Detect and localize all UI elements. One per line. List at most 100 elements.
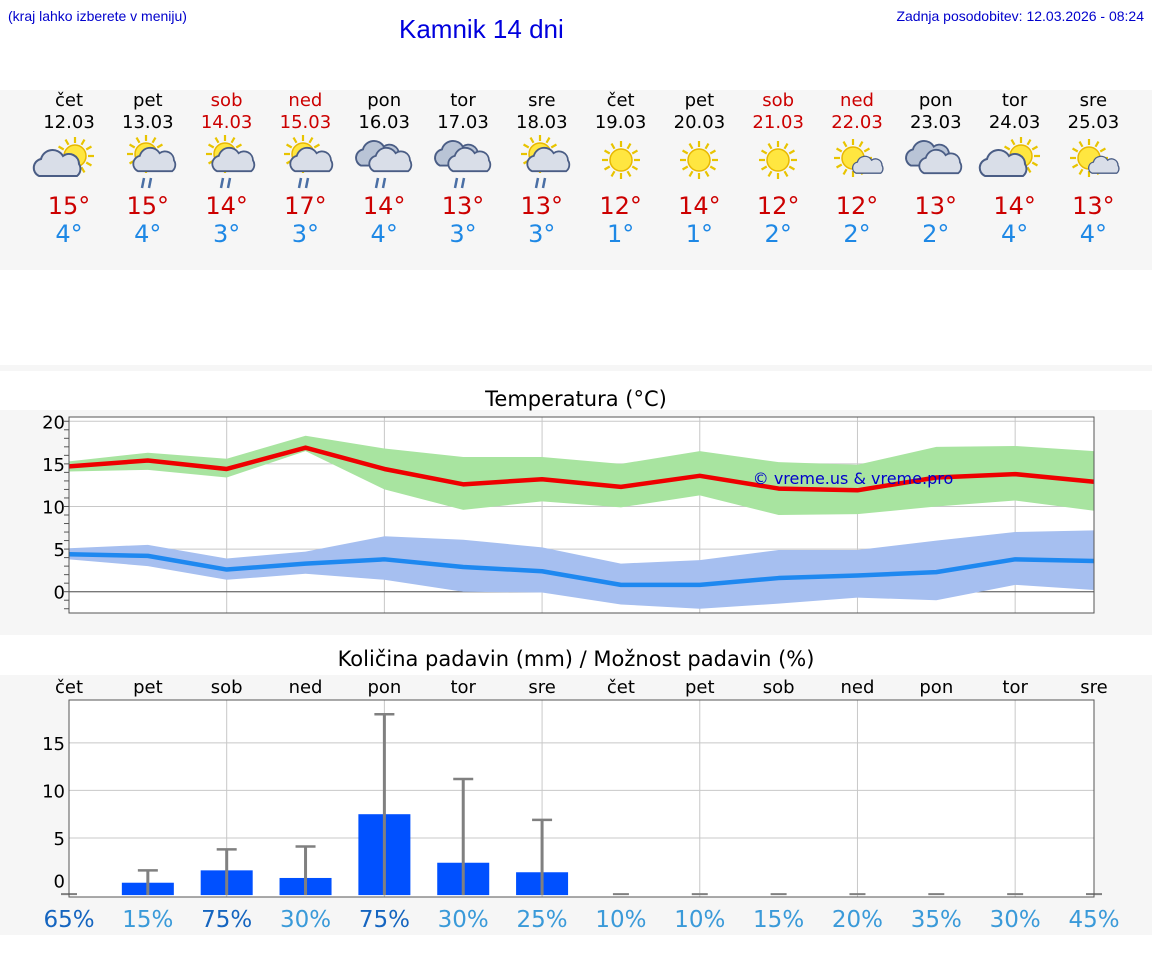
day-date: 12.03 (43, 112, 95, 133)
precipitation-chance-label: 15% (753, 907, 804, 933)
min-temperature: 3° (449, 220, 477, 248)
forecast-day: tor 24.03 14° 4° (975, 90, 1055, 248)
sun-cloud-icon (975, 134, 1055, 192)
max-temperature: 13° (520, 192, 564, 220)
y-tick-label: 0 (54, 583, 65, 604)
day-date: 18.03 (516, 112, 568, 133)
day-date: 15.03 (279, 112, 332, 133)
day-name: tor (1001, 90, 1028, 111)
day-date: 13.03 (122, 112, 174, 133)
day-name: ned (840, 90, 874, 111)
x-category-label: pet (133, 677, 163, 698)
y-tick-label: 15 (42, 734, 65, 755)
forecast-day: sre 18.03 13° 3° (502, 90, 582, 248)
precipitation-chance-label: 25% (517, 907, 568, 933)
sun-small-cloud-icon (1053, 134, 1133, 192)
day-name: tor (450, 90, 476, 111)
cloud-rain-icon (344, 134, 424, 192)
forecast-day: tor 17.03 13° 3° (423, 90, 503, 248)
x-category-label: sre (1080, 677, 1107, 698)
min-temperature: 1° (606, 220, 635, 248)
max-temperature: 14° (993, 192, 1036, 220)
day-date: 25.03 (1067, 112, 1120, 133)
min-temperature-range-band (69, 530, 1094, 609)
forecast-day: sre 25.03 13° 4° (1053, 90, 1133, 248)
forecast-strip (0, 90, 1152, 270)
min-temperature: 2° (922, 220, 950, 248)
y-tick-label: 10 (42, 497, 65, 518)
plot-frame (68, 416, 1095, 614)
min-temperature: 4° (134, 220, 162, 248)
x-category-label: pon (367, 677, 401, 698)
temperature-chart: 0 5 10 15 20 © vreme.us & vreme.pro (42, 412, 1095, 614)
day-name: sob (762, 90, 795, 111)
max-temperature: 12° (756, 192, 800, 220)
day-date: 22.03 (831, 112, 883, 133)
day-name: ned (288, 90, 323, 111)
day-date: 24.03 (988, 112, 1041, 133)
min-temperature: 3° (212, 220, 241, 248)
sun-small-cloud-icon (817, 134, 897, 192)
page-title: Kamnik 14 dni (399, 14, 564, 44)
day-date: 23.03 (910, 112, 962, 133)
sun-icon (738, 134, 818, 192)
max-temperature: 13° (441, 192, 485, 220)
min-temperature: 4° (1000, 220, 1029, 248)
min-temperature: 3° (291, 220, 320, 248)
max-temperature: 14° (362, 192, 406, 220)
max-temperature: 17° (284, 192, 327, 220)
day-date: 16.03 (358, 112, 410, 133)
x-category-label: čet (55, 677, 83, 698)
y-tick-label: 20 (42, 412, 65, 433)
x-category-label: pet (685, 677, 715, 698)
max-temperature-range-band (69, 435, 1094, 515)
x-category-label: sre (528, 677, 555, 698)
forecast-day: pon 23.03 13° 2° (896, 90, 976, 248)
min-temperature: 4° (1079, 220, 1108, 248)
day-name: pet (133, 90, 163, 111)
forecast-day: pet 13.03 15° 4° (108, 90, 188, 248)
plot-frame (68, 699, 1095, 898)
day-date: 20.03 (673, 112, 726, 133)
x-category-label: čet (607, 677, 635, 698)
precipitation-chance-label: 15% (122, 907, 173, 933)
y-tick-label: 5 (54, 829, 65, 850)
precipitation-chance-label: 75% (201, 907, 252, 933)
day-date: 14.03 (200, 112, 253, 133)
sun-cloud-rain-icon (265, 134, 345, 192)
precipitation-chance-label: 45% (1068, 907, 1119, 933)
forecast-day: ned 22.03 12° 2° (817, 90, 897, 248)
x-category-label: sob (763, 677, 795, 698)
max-temperature: 15° (126, 192, 170, 220)
min-temperature: 3° (528, 220, 556, 248)
day-date: 17.03 (437, 112, 489, 133)
watermark: © vreme.us & vreme.pro (753, 469, 954, 488)
day-date: 21.03 (752, 112, 804, 133)
day-name: pon (918, 90, 953, 111)
precipitation-chance-label: 75% (359, 907, 410, 933)
temperature-chart-title: Temperatura (°C) (485, 387, 667, 411)
y-tick-label: 15 (42, 455, 65, 476)
precipitation-chance-label: 10% (674, 907, 725, 933)
x-category-label: pon (919, 677, 953, 698)
min-temperature: 1° (685, 220, 714, 248)
day-name: sob (210, 90, 243, 111)
sun-cloud-rain-icon (502, 134, 582, 192)
x-category-label: tor (450, 677, 476, 698)
day-name: sre (1079, 90, 1108, 111)
min-temperature: 2° (764, 220, 792, 248)
location-hint[interactable]: (kraj lahko izberete v meniju) (8, 8, 187, 24)
y-tick-label: 5 (54, 540, 65, 561)
x-category-label: tor (1002, 677, 1028, 698)
last-updated: Zadnja posodobitev: 12.03.2026 - 08:24 (896, 8, 1144, 24)
max-temperature: 14° (678, 192, 721, 220)
min-temperature: 4° (370, 220, 398, 248)
day-name: pon (367, 90, 402, 111)
precipitation-chance-label: 20% (832, 907, 883, 933)
max-temperature: 12° (599, 192, 642, 220)
precipitation-chance-label: 30% (990, 907, 1041, 933)
sun-icon (659, 134, 739, 192)
plot-area (69, 700, 1094, 897)
y-tick-label: 10 (42, 781, 65, 802)
forecast-day: čet 12.03 15° 4° (29, 90, 109, 248)
